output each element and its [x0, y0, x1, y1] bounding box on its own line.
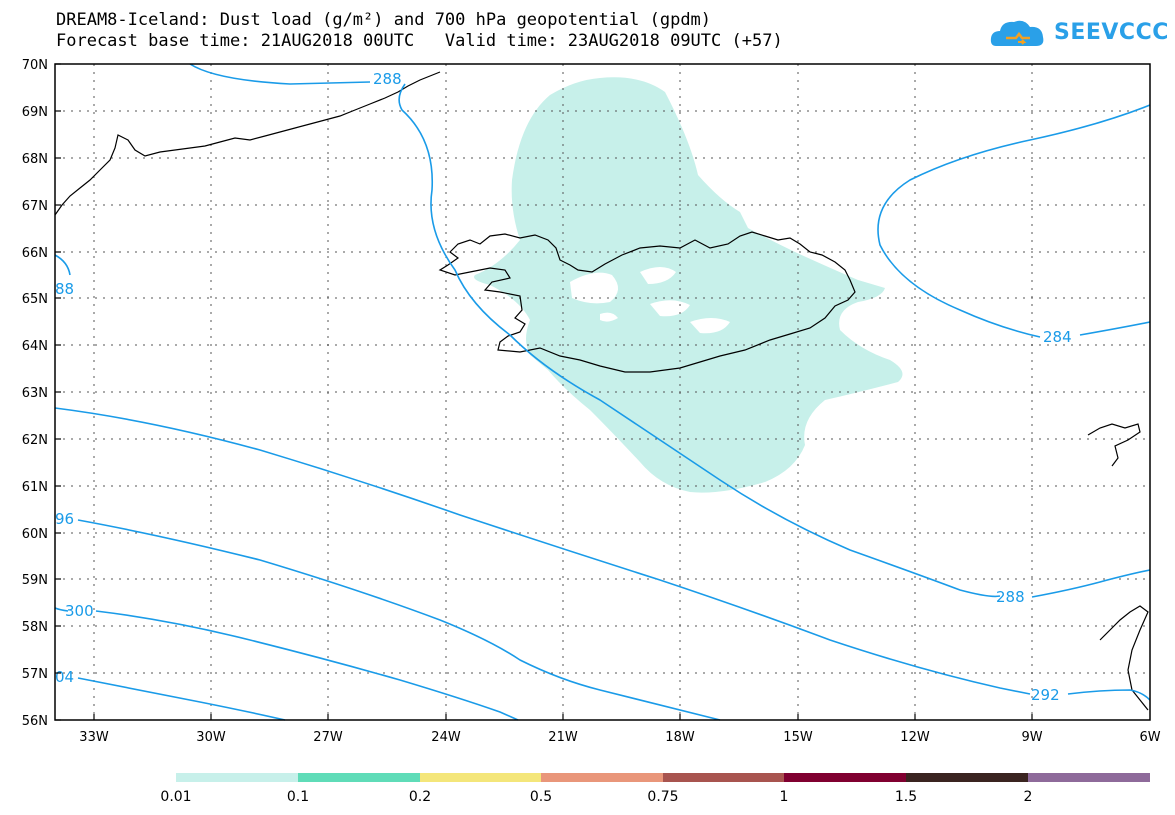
coastlines [54, 71, 1149, 711]
lat-axis: 70N 69N 68N 67N 66N 65N 64N 63N 62N 61N … [22, 58, 61, 729]
greenland-coast [54, 71, 441, 216]
lat-label: 62N [22, 433, 48, 448]
lat-label: 67N [22, 199, 48, 214]
logo-text: SEEVCCC [1054, 20, 1169, 45]
dust-load-area [474, 77, 903, 493]
lon-label: 30W [196, 730, 226, 745]
map-title: DREAM8-Iceland: Dust load (g/m²) and 700… [56, 10, 712, 30]
contour-labels: 288 88 284 96 300 288 04 292 [55, 70, 1072, 704]
map-subtitle: Forecast base time: 21AUG2018 00UTC Vali… [56, 31, 783, 51]
lat-label: 58N [22, 620, 48, 635]
colorbar-label: 2 [1024, 789, 1033, 805]
lat-label: 60N [22, 527, 48, 542]
lon-label: 9W [1021, 730, 1042, 745]
lat-label: 66N [22, 246, 48, 261]
colorbar-label: 0.01 [160, 789, 191, 805]
colorbar-segment [541, 773, 663, 782]
lon-label: 15W [783, 730, 813, 745]
norway-coast [1099, 605, 1149, 711]
colorbar-segment [420, 773, 541, 782]
colorbar-label: 0.2 [409, 789, 431, 805]
colorbar-label: 1 [780, 789, 789, 805]
contour-label: 292 [1031, 686, 1060, 704]
colorbar-label: 0.5 [530, 789, 552, 805]
lon-label: 6W [1139, 730, 1160, 745]
colorbar: 0.01 0.1 0.2 0.5 0.75 1 1.5 2 [160, 773, 1150, 805]
lat-label: 57N [22, 667, 48, 682]
contour-label: 288 [996, 588, 1025, 606]
graticule [55, 64, 1150, 720]
scotland-coast [1087, 423, 1141, 467]
contour-label: 300 [65, 602, 94, 620]
contour-label: 284 [1043, 328, 1072, 346]
lat-label: 64N [22, 339, 48, 354]
colorbar-segment [784, 773, 906, 782]
lon-label: 18W [665, 730, 695, 745]
colorbar-segment [1028, 773, 1150, 782]
colorbar-label: 0.75 [647, 789, 678, 805]
lat-label: 63N [22, 386, 48, 401]
lat-label: 69N [22, 105, 48, 120]
lat-label: 56N [22, 714, 48, 729]
lon-axis: 33W 30W 27W 24W 21W 18W 15W 12W 9W 6W [79, 714, 1161, 745]
colorbar-segment [663, 773, 784, 782]
geopotential-contours [54, 63, 1151, 721]
lon-label: 21W [548, 730, 578, 745]
lon-label: 12W [900, 730, 930, 745]
lat-label: 61N [22, 480, 48, 495]
colorbar-label: 0.1 [287, 789, 309, 805]
lat-label: 68N [22, 152, 48, 167]
lat-label: 65N [22, 292, 48, 307]
cloud-logo-icon [990, 20, 1044, 46]
contour-label: 88 [55, 280, 74, 298]
contour-label: 288 [373, 70, 402, 88]
iceland-coast [438, 231, 856, 373]
lon-label: 33W [79, 730, 109, 745]
lat-label: 59N [22, 573, 48, 588]
lat-label: 70N [22, 58, 48, 73]
contour-label: 96 [55, 510, 74, 528]
contour-label: 04 [55, 668, 74, 686]
colorbar-segment [298, 773, 420, 782]
lon-label: 27W [313, 730, 343, 745]
colorbar-label: 1.5 [895, 789, 917, 805]
lon-label: 24W [431, 730, 461, 745]
colorbar-segment [906, 773, 1028, 782]
colorbar-segment [176, 773, 298, 782]
